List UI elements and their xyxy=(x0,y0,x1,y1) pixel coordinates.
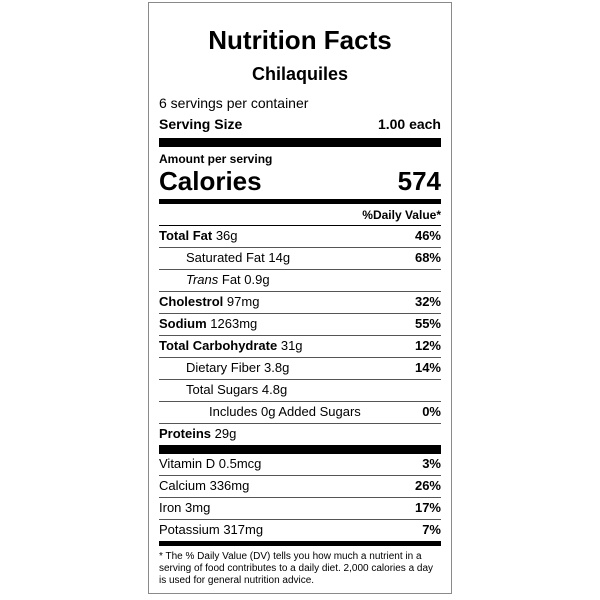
product-name: Chilaquiles xyxy=(251,64,349,84)
footnote: * The % Daily Value (DV) tells you how m… xyxy=(159,551,434,586)
nutrient-row-total-carbohydrate: Total Carbohydrate 31g 12% xyxy=(159,335,441,357)
vitamin-name: Calcium xyxy=(159,478,206,493)
thick-divider-vitamins xyxy=(159,445,441,454)
nutrient-name: Saturated Fat xyxy=(186,250,265,265)
vitamin-name: Potassium xyxy=(159,522,220,537)
label-title: Nutrition Facts xyxy=(208,25,392,55)
vitamin-name: Vitamin D xyxy=(159,456,216,471)
calories-label: Calories xyxy=(159,166,262,196)
vitamin-name: Iron xyxy=(159,500,182,515)
vitamin-row-potassium: Potassium 317mg 7% xyxy=(159,519,441,541)
nutrient-dv: 46% xyxy=(414,228,441,243)
vitamin-amount: 317mg xyxy=(223,522,264,537)
nutrient-row-total-sugars: Total Sugars 4.8g xyxy=(159,379,441,401)
thick-divider xyxy=(159,138,441,147)
nutrient-name: Total Carbohydrate xyxy=(159,338,278,353)
nutrient-name: Trans xyxy=(186,272,219,287)
nutrient-amount: 3.8g xyxy=(264,360,290,375)
nutrient-amount: 97mg xyxy=(226,294,260,309)
nutrient-row-cholesterol: Cholestrol 97mg 32% xyxy=(159,291,441,313)
nutrient-dv: 68% xyxy=(414,250,441,265)
nutrient-amount: 31g xyxy=(280,338,303,353)
serving-size-label: Serving Size xyxy=(159,116,243,132)
nutrient-amount: 1263mg xyxy=(210,316,258,331)
vitamin-amount: 0.5mcg xyxy=(218,456,262,471)
servings-per-container: 6 servings per container xyxy=(159,95,309,111)
nutrient-row-saturated-fat: Saturated Fat 14g 68% xyxy=(159,247,441,269)
nutrient-amount: Fat 0.9g xyxy=(221,272,270,287)
nutrient-name: Total Sugars xyxy=(186,382,259,397)
nutrient-row-added-sugars: Includes 0g Added Sugars 0% xyxy=(159,401,441,423)
vitamin-amount: 336mg xyxy=(209,478,250,493)
vitamin-dv: 7% xyxy=(422,522,441,537)
nutrient-name: Proteins xyxy=(159,426,212,441)
nutrient-dv: 32% xyxy=(414,294,441,309)
vitamin-dv: 3% xyxy=(422,456,441,471)
vitamin-dv: 26% xyxy=(414,478,441,493)
nutrient-dv: 55% xyxy=(414,316,441,331)
nutrient-name: Dietary Fiber xyxy=(186,360,261,375)
daily-value-header: %Daily Value* xyxy=(362,208,441,222)
nutrient-row-proteins: Proteins 29g xyxy=(159,423,441,445)
vitamin-amount: 3mg xyxy=(185,500,211,515)
nutrition-label: Nutrition Facts Chilaquiles 6 servings p… xyxy=(148,2,452,594)
nutrient-amount: 14g xyxy=(268,250,291,265)
nutrient-dv: 14% xyxy=(414,360,441,375)
serving-size-value: 1.00 each xyxy=(377,116,441,132)
vitamin-row-vitamin-d: Vitamin D 0.5mcg 3% xyxy=(159,454,441,475)
nutrient-row-total-fat: Total Fat 36g 46% xyxy=(159,225,441,247)
vitamin-row-iron: Iron 3mg 17% xyxy=(159,497,441,519)
nutrient-amount: 4.8g xyxy=(261,382,288,397)
nutrient-dv: 12% xyxy=(414,338,441,353)
nutrient-name: Total Fat xyxy=(159,228,213,243)
serving-size-row: Serving Size 1.00 each xyxy=(159,115,441,133)
nutrient-amount: 29g xyxy=(214,426,237,441)
vitamin-row-calcium: Calcium 336mg 26% xyxy=(159,475,441,497)
nutrient-row-sodium: Sodium 1263mg 55% xyxy=(159,313,441,335)
calories-row: Calories 574 xyxy=(159,166,441,196)
nutrient-name: Sodium xyxy=(159,316,207,331)
vitamin-dv: 17% xyxy=(414,500,441,515)
nutrient-name: Cholestrol xyxy=(159,294,224,309)
medium-divider xyxy=(159,199,441,204)
nutrient-name: Includes 0g Added Sugars xyxy=(209,404,361,419)
nutrient-dv: 0% xyxy=(422,404,441,419)
calories-value: 574 xyxy=(397,166,441,196)
medium-divider-footnote xyxy=(159,541,441,546)
nutrient-amount: 36g xyxy=(215,228,238,243)
nutrient-row-trans-fat: Trans Fat 0.9g xyxy=(159,269,441,291)
amount-per-serving: Amount per serving xyxy=(159,152,273,166)
nutrient-row-dietary-fiber: Dietary Fiber 3.8g 14% xyxy=(159,357,441,379)
